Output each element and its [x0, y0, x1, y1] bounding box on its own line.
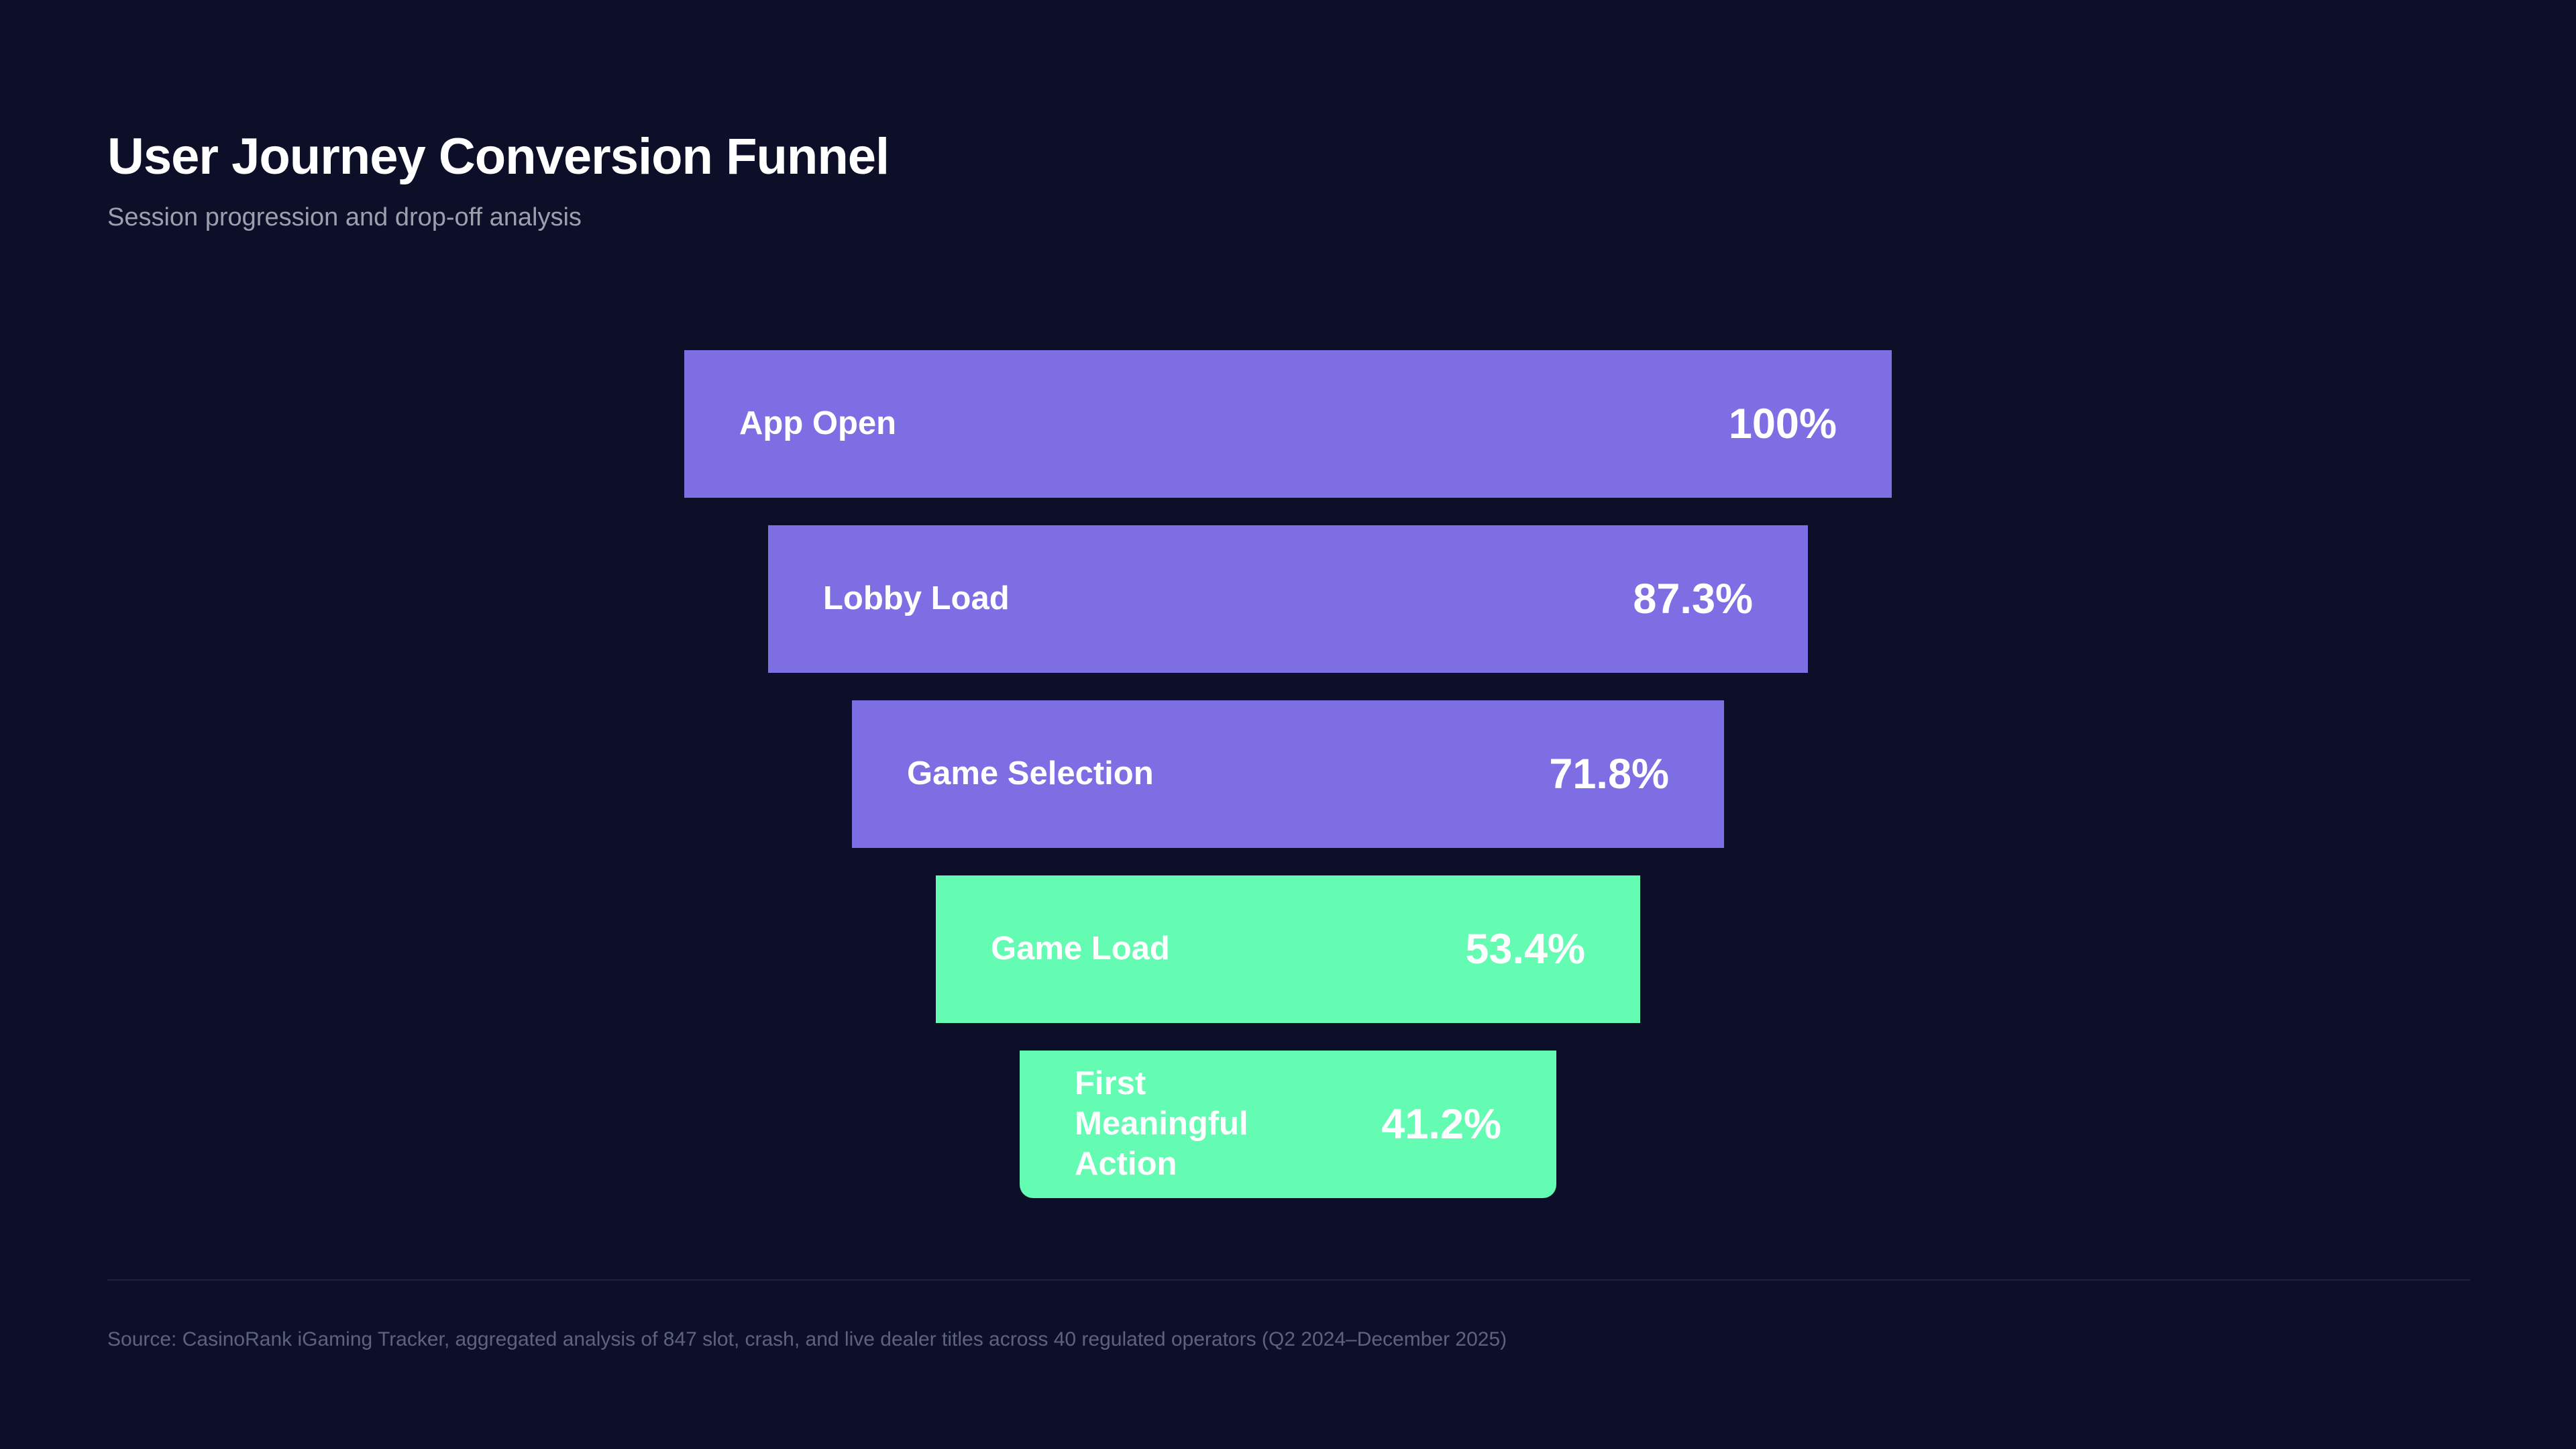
funnel-stage-bar: Lobby Load 87.3%: [768, 525, 1808, 673]
funnel-stage-bar: First Meaningful Action 41.2%: [1020, 1051, 1556, 1198]
stage-value: 100%: [1728, 400, 1837, 447]
funnel-stage-bar: Game Load 53.4%: [936, 875, 1640, 1023]
stage-label: Game Load: [991, 930, 1170, 967]
funnel-stage-bar: Game Selection 71.8%: [852, 700, 1724, 848]
stage-label: First Meaningful Action: [1075, 1065, 1248, 1182]
stage-label: Lobby Load: [823, 580, 1010, 617]
page-title: User Journey Conversion Funnel: [107, 128, 890, 185]
source-note: Source: CasinoRank iGaming Tracker, aggr…: [107, 1328, 1507, 1350]
stage-label: Game Selection: [907, 755, 1154, 792]
funnel-chart: App Open 100% Lobby Load 87.3% Game Selectio…: [0, 350, 2576, 1198]
stage-value: 41.2%: [1381, 1101, 1501, 1148]
footer-divider: [107, 1279, 2470, 1281]
funnel-stage-bar: App Open 100%: [684, 350, 1892, 498]
stage-value: 87.3%: [1633, 576, 1753, 623]
stage-label: App Open: [739, 405, 897, 442]
stage-value: 53.4%: [1465, 926, 1585, 973]
page-header: User Journey Conversion Funnel Session p…: [107, 127, 890, 232]
page-subtitle: Session progression and drop-off analysi…: [107, 203, 582, 232]
stage-value: 71.8%: [1549, 751, 1669, 798]
